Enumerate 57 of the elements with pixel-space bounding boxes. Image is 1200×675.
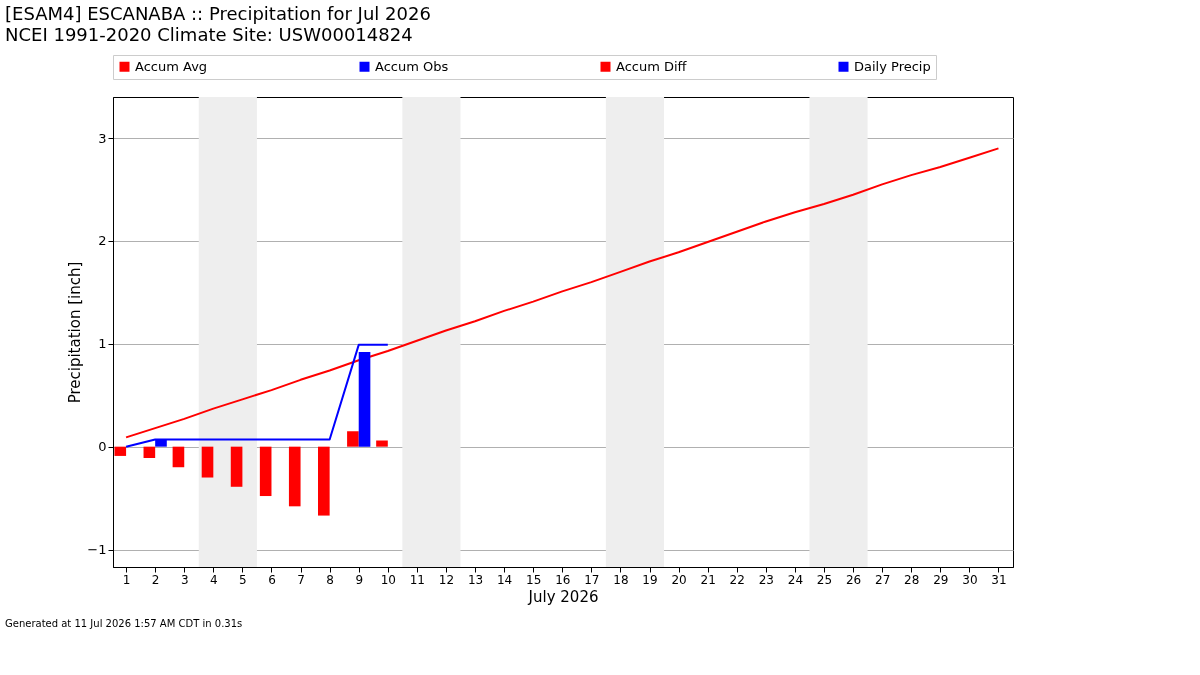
y-tick-label: 3 bbox=[98, 130, 107, 146]
x-tick-label: 6 bbox=[268, 572, 276, 587]
x-tick-label: 1 bbox=[122, 572, 131, 587]
x-tick-label: 13 bbox=[467, 572, 484, 587]
x-tick-label: 16 bbox=[555, 572, 571, 587]
bar bbox=[114, 446, 127, 456]
x-tick-label: 15 bbox=[526, 572, 542, 587]
y-tick-label: 0 bbox=[98, 439, 107, 455]
bar bbox=[376, 440, 388, 447]
bar bbox=[143, 446, 156, 458]
x-tick-label: 30 bbox=[962, 572, 978, 587]
line-series bbox=[125, 147, 1000, 439]
bar bbox=[288, 446, 301, 507]
y-axis-title: Precipitation [inch] bbox=[66, 261, 85, 404]
bar bbox=[201, 446, 214, 478]
text: Generated at 11 Jul 2026 1:57 AM CDT in 0.31s bbox=[5, 618, 243, 629]
x-tick-label: 9 bbox=[355, 572, 364, 587]
x-tick-label: 20 bbox=[671, 572, 687, 587]
x-tick-label: 26 bbox=[845, 572, 862, 587]
x-tick-label: 5 bbox=[239, 572, 247, 587]
x-tick-label: 4 bbox=[210, 572, 218, 587]
x-tick-label: 18 bbox=[613, 572, 629, 587]
bar bbox=[230, 446, 243, 487]
x-tick-label: 24 bbox=[787, 572, 804, 587]
bar bbox=[347, 431, 359, 447]
x-tick-label: 29 bbox=[933, 572, 949, 587]
legend-label: Daily Precip bbox=[854, 58, 931, 74]
chart-subtitle: NCEI 1991-2020 Climate Site: USW00014824 bbox=[5, 23, 413, 45]
legend-label: Accum Obs bbox=[375, 58, 449, 74]
x-tick-label: 14 bbox=[496, 572, 513, 587]
bar bbox=[259, 446, 272, 497]
x-tick-label: 28 bbox=[904, 572, 920, 587]
bar bbox=[318, 446, 330, 516]
y-tick-label: −1 bbox=[87, 542, 107, 558]
bar bbox=[358, 352, 371, 447]
x-tick-label: 22 bbox=[729, 572, 745, 587]
x-tick-label: 2 bbox=[151, 572, 160, 587]
x-tick-label: 10 bbox=[380, 572, 396, 587]
x-tick-label: 31 bbox=[991, 572, 1007, 587]
x-tick-label: 25 bbox=[816, 572, 833, 587]
x-tick-label: 7 bbox=[297, 572, 305, 587]
x-tick-label: 3 bbox=[180, 572, 189, 587]
bar bbox=[172, 446, 185, 468]
x-tick-label: 19 bbox=[642, 572, 658, 587]
chart-title: [ESAM4] ESCANABA :: Precipitation for Jul 2026 bbox=[5, 2, 431, 24]
x-tick-label: 21 bbox=[700, 572, 716, 587]
x-tick-label: 17 bbox=[584, 572, 600, 587]
legend-label: Accum Diff bbox=[616, 58, 688, 74]
x-tick-label: 11 bbox=[409, 572, 426, 587]
y-tick-label: 2 bbox=[98, 233, 107, 249]
x-tick-label: 27 bbox=[875, 572, 891, 587]
x-tick-label: 12 bbox=[438, 572, 455, 587]
x-axis-title: July 2026 bbox=[527, 587, 599, 606]
y-tick-label: 1 bbox=[98, 336, 107, 352]
legend-label: Accum Avg bbox=[135, 58, 208, 74]
x-tick-label: 23 bbox=[758, 572, 774, 587]
x-tick-label: 8 bbox=[326, 572, 334, 587]
